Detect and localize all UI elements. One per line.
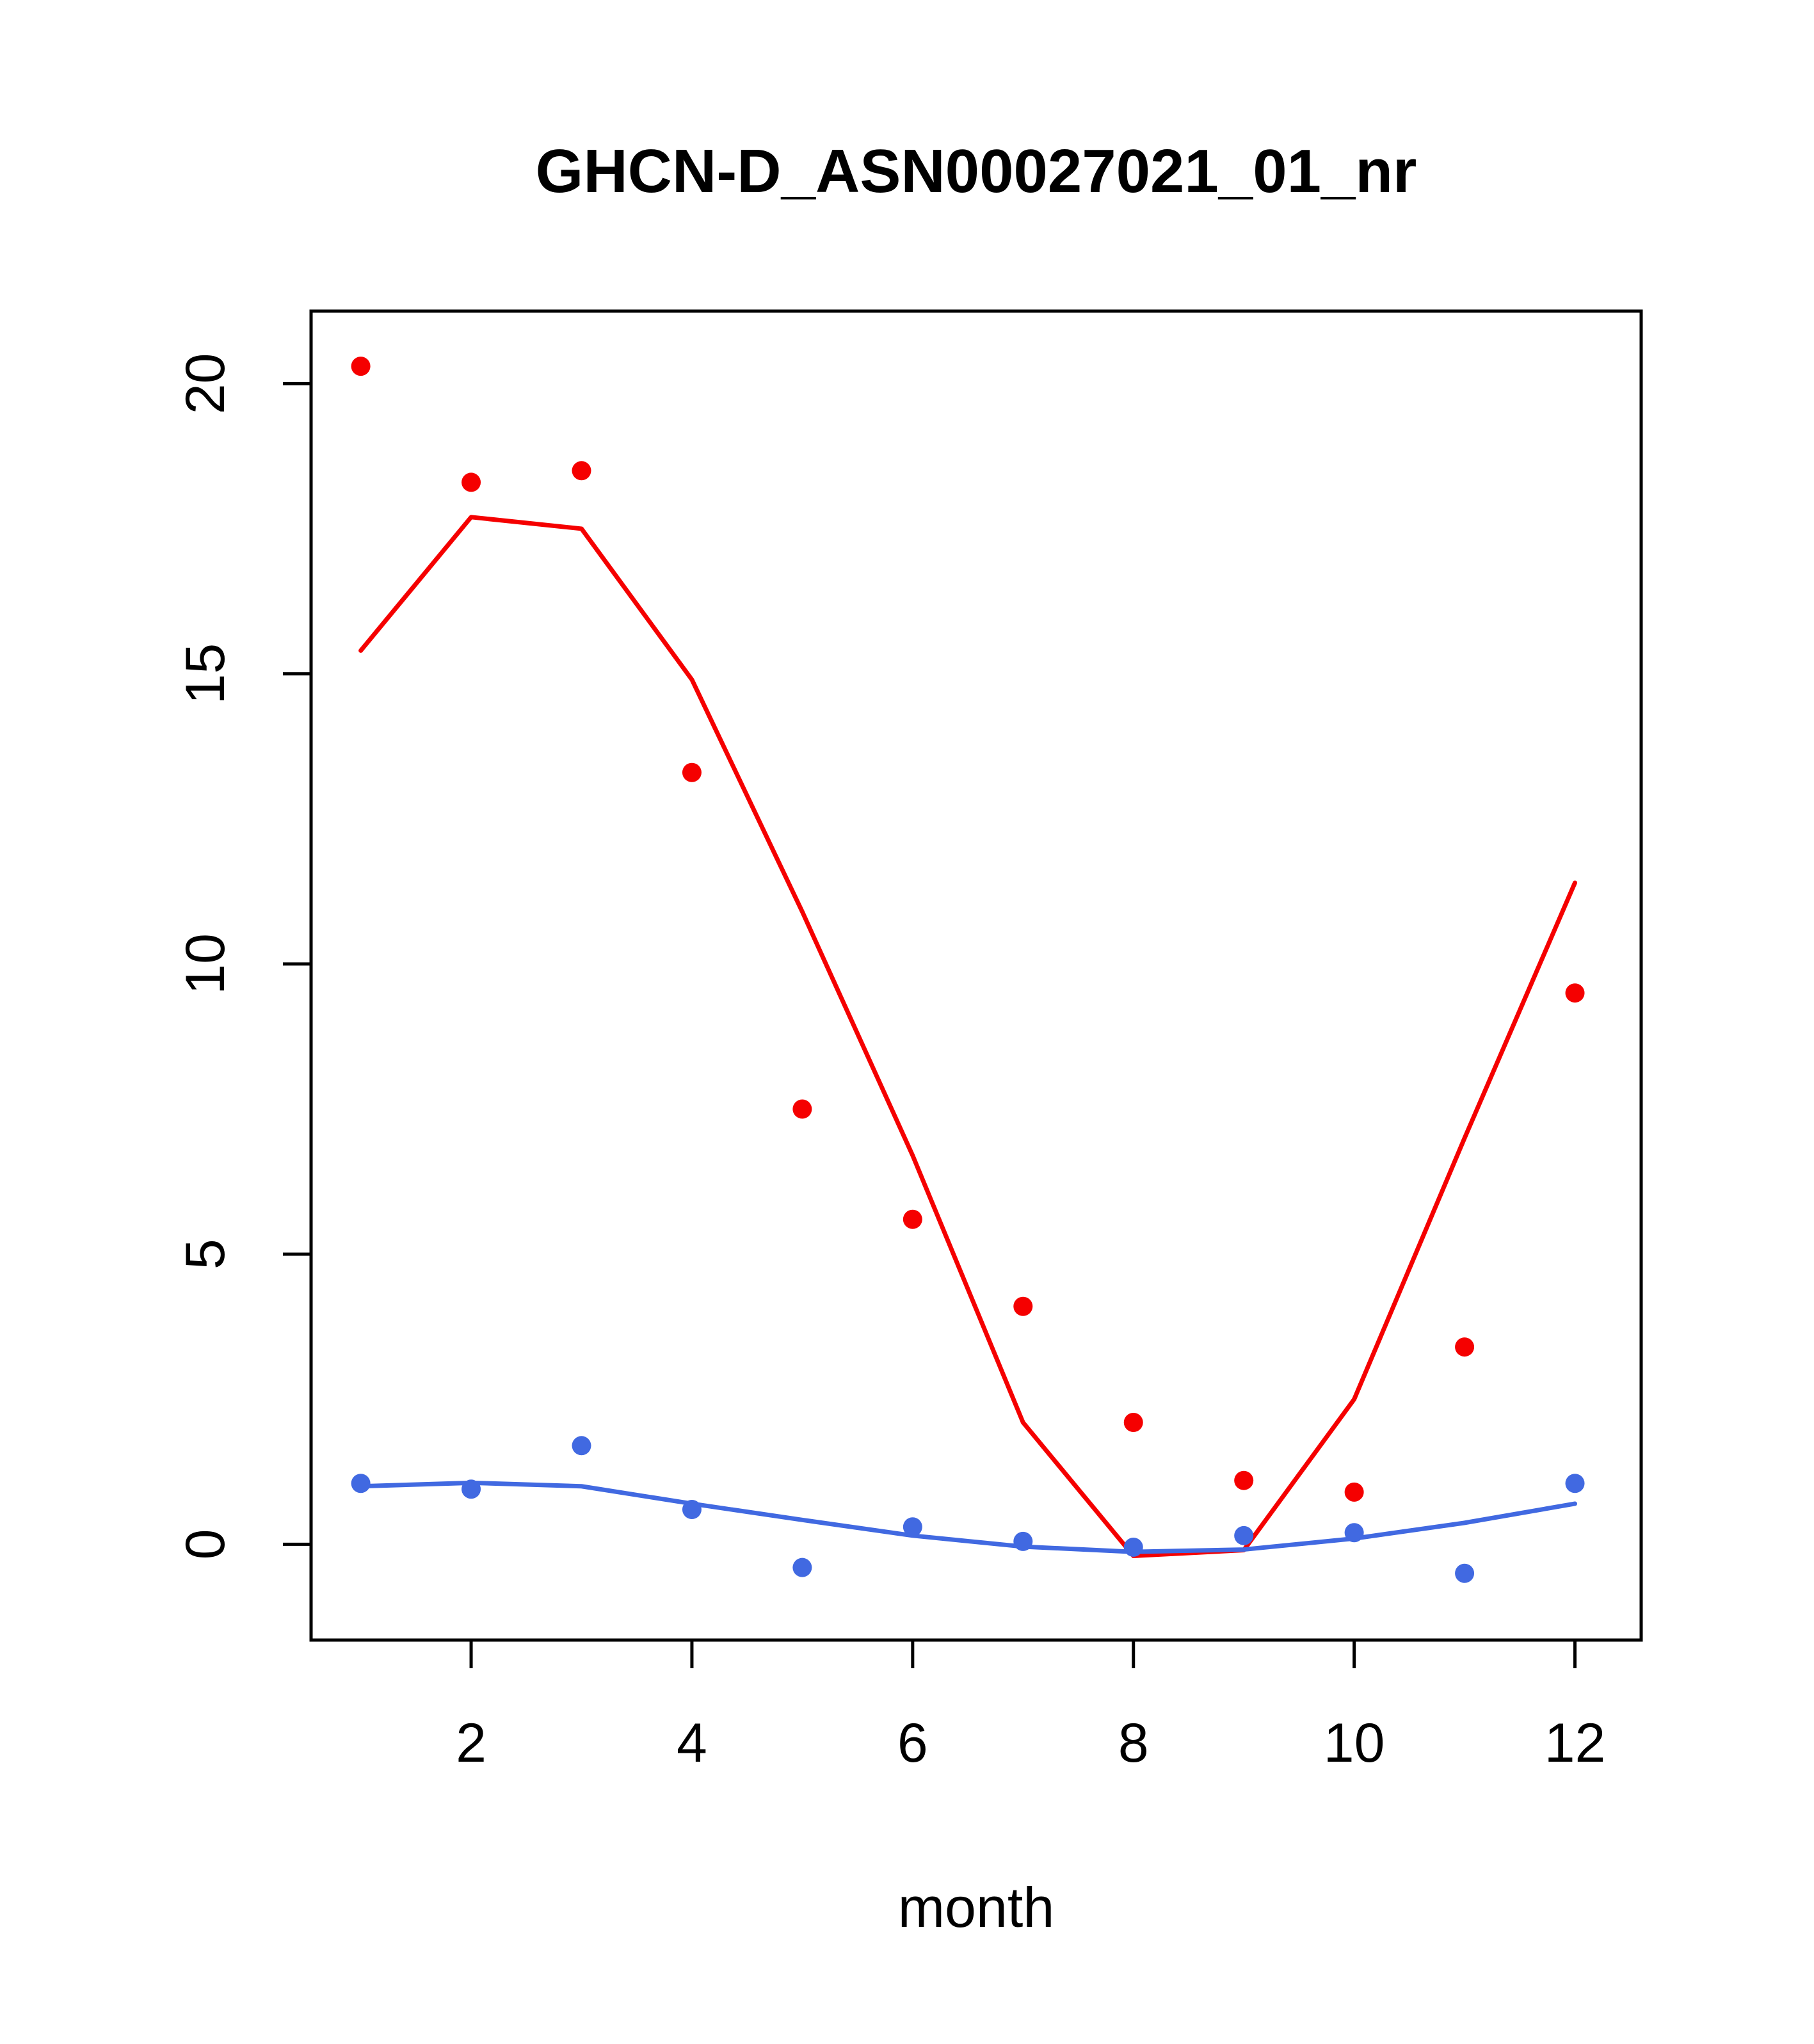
y-tick-label: 15 — [175, 643, 236, 705]
red-point — [1565, 983, 1585, 1003]
red-point — [1123, 1413, 1143, 1433]
plot-box — [309, 309, 1643, 1642]
x-tick-label: 10 — [1324, 1712, 1385, 1774]
red-point — [572, 461, 591, 481]
x-tick-label: 4 — [677, 1712, 707, 1774]
y-tick-label: 10 — [175, 933, 236, 995]
y-tick-label: 20 — [175, 353, 236, 414]
x-tick-label: 2 — [456, 1712, 486, 1774]
blue-point — [1234, 1525, 1254, 1545]
x-tick-label: 8 — [1118, 1712, 1149, 1774]
blue-point — [1455, 1563, 1475, 1583]
blue-point — [903, 1517, 922, 1537]
red-point — [1344, 1482, 1364, 1502]
blue-point — [1013, 1531, 1033, 1551]
red-point — [792, 1099, 812, 1119]
red-point — [462, 472, 481, 492]
blue-point — [792, 1557, 812, 1577]
red-point — [682, 762, 702, 782]
blue-point — [351, 1474, 371, 1493]
x-tick-label: 12 — [1545, 1712, 1606, 1774]
x-axis-label: month — [898, 1876, 1055, 1939]
plot-layer: 2 4 6 8 10 12 0 5 10 15 20 — [175, 309, 1643, 1774]
blue-point — [572, 1436, 591, 1456]
blue-point — [1123, 1537, 1143, 1557]
x-tick-label: 6 — [897, 1712, 928, 1774]
y-tick-label: 5 — [175, 1239, 236, 1269]
red-point — [903, 1209, 922, 1229]
chart-title: GHCN-D_ASN00027021_01_nr — [536, 137, 1417, 205]
blue-fit-line — [358, 1480, 1578, 1554]
y-tick-label: 0 — [175, 1529, 236, 1559]
blue-point — [682, 1500, 702, 1520]
red-point — [1234, 1470, 1254, 1490]
blue-point — [1344, 1523, 1364, 1543]
blue-point — [462, 1479, 481, 1499]
blue-point — [1565, 1474, 1585, 1493]
red-point — [1455, 1337, 1475, 1357]
red-fit-line — [358, 515, 1578, 1559]
red-point — [351, 357, 371, 376]
red-point — [1013, 1296, 1033, 1316]
